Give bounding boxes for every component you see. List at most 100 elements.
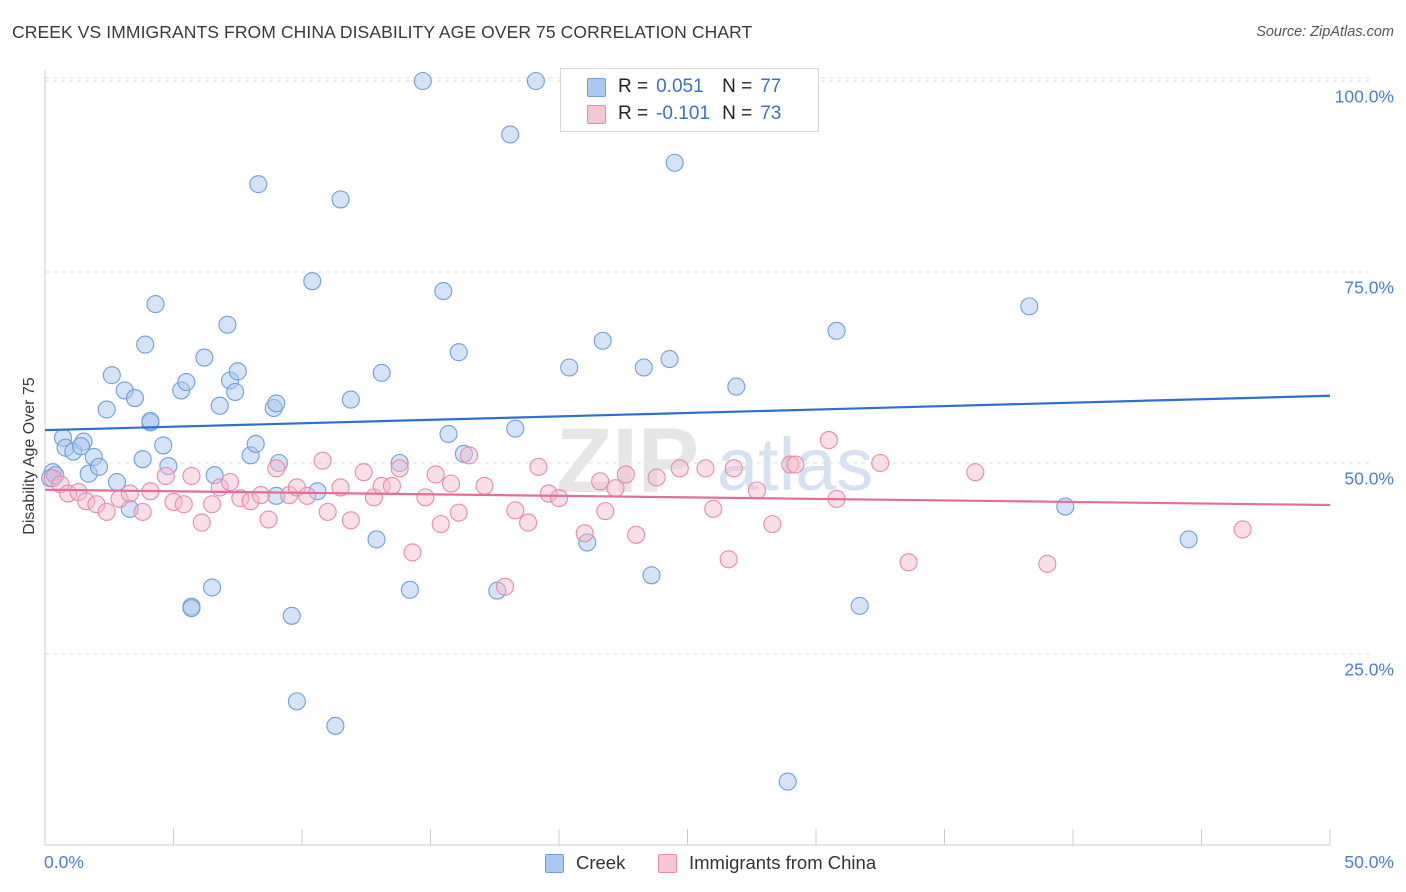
creek-point <box>400 580 419 599</box>
creek-point <box>133 450 152 469</box>
creek-point <box>331 190 350 209</box>
china-point <box>313 451 332 470</box>
creek-point <box>287 692 306 711</box>
creek-point <box>136 335 155 354</box>
creek-point <box>141 411 160 431</box>
x-tick-min: 0.0% <box>44 852 84 872</box>
creek-point <box>1056 497 1075 516</box>
creek-point <box>390 453 409 473</box>
creek-point <box>434 282 453 301</box>
legend-row-china: R = -0.101 N = 73 <box>587 101 781 127</box>
china-point <box>174 495 193 514</box>
creek-point <box>372 363 391 382</box>
china-point <box>77 492 96 511</box>
creek-legend-swatch <box>545 853 564 873</box>
china-point <box>431 515 450 534</box>
china-point <box>449 503 468 522</box>
creek-point <box>303 272 322 291</box>
china-point <box>616 465 635 484</box>
creek-point <box>506 419 525 438</box>
china-point <box>529 457 548 476</box>
creek-point <box>367 530 386 549</box>
creek-point <box>1020 297 1039 316</box>
creek-point <box>267 394 286 413</box>
stats-legend: R = 0.051 N = 77 R = -0.101 N = 73 <box>560 68 819 132</box>
china-point <box>403 543 422 562</box>
china-point <box>97 502 116 521</box>
china-point <box>1233 520 1252 539</box>
watermark-atlas: atlas <box>717 423 873 506</box>
creek-point <box>154 436 173 455</box>
creek-point <box>727 377 746 396</box>
china-point <box>251 486 270 505</box>
china-point <box>763 515 782 534</box>
creek-point <box>778 772 797 791</box>
creek-point <box>210 396 229 415</box>
x-tick-max: 50.0% <box>1344 852 1394 872</box>
creek-point <box>439 424 458 444</box>
creek-point <box>71 437 91 456</box>
creek-point <box>102 366 121 385</box>
creek-point <box>827 321 846 340</box>
china-point <box>51 475 70 494</box>
bottom-legend-china: Immigrants from China <box>658 852 876 874</box>
china-point <box>670 459 689 478</box>
china-point <box>156 466 175 486</box>
creek-point <box>1179 530 1198 549</box>
china-point <box>475 476 494 495</box>
china-point <box>331 478 350 497</box>
china-point <box>819 431 838 450</box>
creek-point <box>660 350 679 369</box>
creek-point <box>203 578 222 597</box>
china-point <box>591 472 610 491</box>
creek-point <box>560 358 579 377</box>
china-point <box>259 510 278 529</box>
china-point <box>341 511 360 530</box>
china-point <box>786 455 805 474</box>
china-point <box>182 466 201 486</box>
creek-legend-label: Creek <box>576 852 626 873</box>
china-point <box>382 476 402 495</box>
creek-point <box>326 716 345 735</box>
china-point <box>120 484 139 503</box>
china-point <box>354 463 373 482</box>
china-point <box>231 489 250 508</box>
creek-point <box>182 599 201 618</box>
creek-point <box>89 457 109 476</box>
creek-point <box>642 566 661 585</box>
china-point <box>318 502 337 521</box>
china-point <box>267 459 286 478</box>
china-point <box>519 513 538 532</box>
china-point <box>506 501 525 520</box>
china-legend-label: Immigrants from China <box>689 852 877 873</box>
legend-r-value: 0.051 <box>656 76 704 97</box>
china-point <box>575 524 594 543</box>
china-legend-swatch <box>658 853 677 873</box>
axes <box>44 70 1331 846</box>
china-swatch <box>587 104 606 124</box>
legend-r-value: -0.101 <box>656 103 710 124</box>
creek-point <box>449 343 468 362</box>
legend-n-value: 77 <box>760 76 782 97</box>
china-point <box>724 459 743 478</box>
watermark: ZIP atlas <box>556 410 873 512</box>
y-tick-25: 25.0% <box>1344 659 1394 680</box>
china-point <box>1038 554 1057 573</box>
creek-point <box>177 372 196 392</box>
creek-point <box>226 382 245 401</box>
china-point <box>416 488 435 507</box>
y-axis-label: Disability Age Over 75 <box>21 377 38 535</box>
china-point <box>220 473 240 492</box>
creek-point <box>501 125 520 144</box>
china-point <box>280 486 299 505</box>
y-tick-100: 100.0% <box>1334 86 1394 107</box>
creek-swatch <box>587 77 606 97</box>
creek-point <box>593 331 612 350</box>
legend-n-value: 73 <box>760 103 782 124</box>
legend-n-label: N = <box>722 76 753 97</box>
china-trend-line <box>44 488 1331 507</box>
source-label: Source: ZipAtlas.com <box>1256 24 1394 40</box>
creek-point <box>246 434 265 453</box>
china-point <box>627 525 646 544</box>
creek-point <box>634 358 653 377</box>
